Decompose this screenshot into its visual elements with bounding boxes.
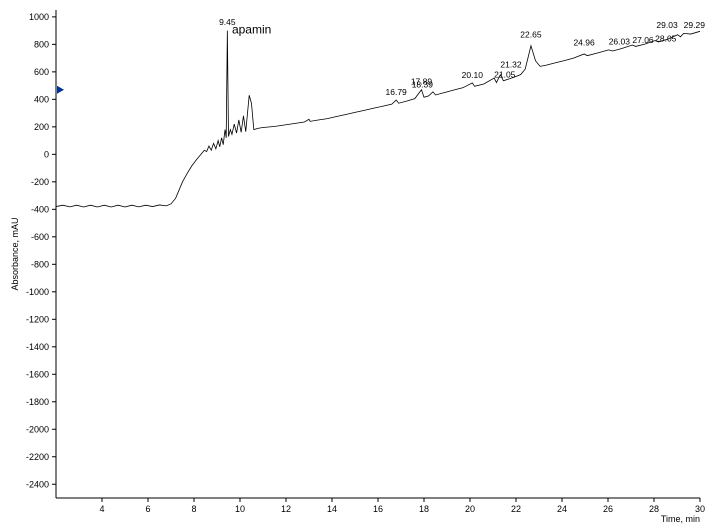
peak-label: 21.32 [500, 60, 522, 70]
y-tick-label: 400 [34, 94, 49, 104]
chart-svg: -2400-2200-2000-1800-1600-1400-1200-1000… [0, 0, 711, 529]
x-tick-label: 20 [465, 504, 475, 514]
peak-label: 28.05 [655, 34, 677, 44]
y-tick-label: -2000 [26, 424, 49, 434]
peak-label: 27.06 [632, 35, 654, 45]
y-tick-label: -400 [31, 204, 49, 214]
y-tick-label: -1800 [26, 397, 49, 407]
annotation-apamin: apamin [232, 22, 271, 36]
y-tick-label: -1000 [26, 287, 49, 297]
peak-label: 29.29 [684, 20, 706, 30]
x-tick-label: 28 [649, 504, 659, 514]
x-tick-label: 6 [145, 504, 150, 514]
y-axis-title: Absorbance, mAU [10, 217, 20, 290]
start-marker-icon [57, 86, 64, 94]
y-tick-label: -200 [31, 177, 49, 187]
chromatogram-chart: { "chart": { "type": "line", "width": 71… [0, 0, 711, 529]
y-tick-label: -600 [31, 232, 49, 242]
peak-label: 21.05 [494, 69, 516, 79]
x-tick-label: 26 [603, 504, 613, 514]
x-tick-label: 12 [281, 504, 291, 514]
peak-label: 22.65 [520, 29, 542, 39]
x-tick-label: 18 [419, 504, 429, 514]
peak-label: 29.03 [656, 20, 678, 30]
y-tick-label: -800 [31, 259, 49, 269]
peak-label: 18.39 [412, 79, 434, 89]
x-tick-label: 24 [557, 504, 567, 514]
peak-label: 26.03 [609, 36, 631, 46]
x-tick-label: 8 [191, 504, 196, 514]
x-tick-label: 30 [695, 504, 705, 514]
y-tick-label: 800 [34, 39, 49, 49]
peak-label: 20.10 [462, 70, 484, 80]
peak-label: 16.79 [386, 87, 408, 97]
x-axis-title: Time, min [661, 514, 700, 524]
y-tick-label: 0 [44, 149, 49, 159]
peak-label: 24.96 [573, 38, 595, 48]
x-tick-label: 10 [235, 504, 245, 514]
y-tick-label: -1600 [26, 369, 49, 379]
y-tick-label: 200 [34, 122, 49, 132]
y-tick-label: -2200 [26, 452, 49, 462]
x-tick-label: 22 [511, 504, 521, 514]
x-tick-label: 4 [99, 504, 104, 514]
chromatogram-trace [56, 31, 700, 207]
y-tick-label: 600 [34, 67, 49, 77]
x-tick-label: 14 [327, 504, 337, 514]
x-tick-label: 16 [373, 504, 383, 514]
y-tick-label: -1200 [26, 314, 49, 324]
y-tick-label: 1000 [29, 12, 49, 22]
y-tick-label: -1400 [26, 342, 49, 352]
y-tick-label: -2400 [26, 479, 49, 489]
